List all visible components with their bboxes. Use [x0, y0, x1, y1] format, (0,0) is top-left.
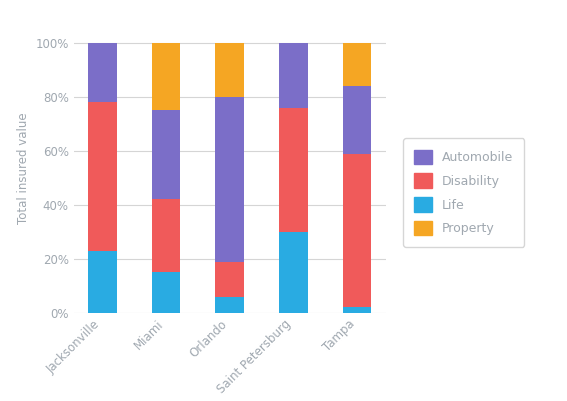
Bar [342, 43, 371, 86]
Bar [215, 297, 244, 313]
Bar [151, 272, 180, 313]
Bar [215, 261, 244, 297]
Bar [88, 102, 117, 251]
Bar [215, 43, 244, 97]
Bar [151, 110, 180, 199]
Bar [342, 154, 371, 308]
Bar [151, 199, 180, 272]
Bar [151, 43, 180, 110]
Bar [88, 251, 117, 313]
Bar [279, 108, 308, 232]
Y-axis label: Total insured value: Total insured value [17, 113, 30, 224]
Bar [215, 97, 244, 261]
Bar [342, 86, 371, 154]
Bar [279, 43, 308, 108]
Bar [342, 308, 371, 313]
Bar [279, 232, 308, 313]
Bar [88, 43, 117, 102]
Legend: Automobile, Disability, Life, Property: Automobile, Disability, Life, Property [403, 138, 524, 247]
